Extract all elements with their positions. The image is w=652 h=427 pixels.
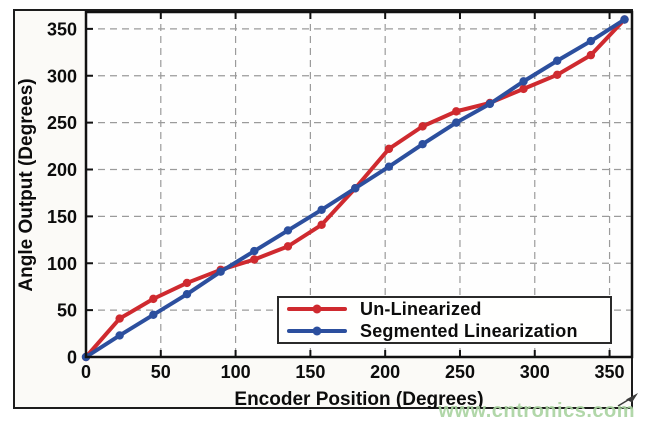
tick-labels: 0 50 100 150 200 250 300 350 0 50 100 150 200 250 300 3…	[47, 19, 625, 382]
svg-text:50: 50	[151, 362, 171, 382]
svg-text:200: 200	[370, 362, 400, 382]
cursor-arrow-icon	[617, 393, 638, 407]
x-axis-label: Encoder Position (Degrees)	[234, 389, 484, 410]
svg-text:0: 0	[67, 348, 77, 368]
watermark: www.cntronics.com	[438, 400, 635, 422]
svg-text:200: 200	[47, 160, 77, 180]
svg-text:250: 250	[445, 362, 475, 382]
legend-swatch-red-line	[287, 304, 347, 314]
gridlines	[86, 12, 632, 357]
svg-text:350: 350	[47, 19, 77, 39]
data-series	[81, 15, 629, 362]
svg-text:100: 100	[47, 254, 77, 274]
svg-text:300: 300	[520, 362, 550, 382]
legend-item-segmented: Segmented Linearization	[279, 320, 610, 342]
svg-text:0: 0	[81, 362, 91, 382]
legend-label-unlinearized: Un-Linearized	[360, 298, 482, 319]
svg-text:250: 250	[47, 113, 77, 133]
plot-frame	[84, 10, 634, 359]
svg-text:350: 350	[595, 362, 625, 382]
y-axis-label: Angle Output (Degrees)	[16, 78, 37, 292]
legend-item-unlinearized: Un-Linearized	[279, 298, 610, 320]
svg-text:50: 50	[57, 301, 77, 321]
svg-text:150: 150	[295, 362, 325, 382]
svg-text:100: 100	[221, 362, 251, 382]
svg-text:300: 300	[47, 66, 77, 86]
legend: Un-Linearized Segmented Linearization	[277, 296, 612, 344]
legend-swatch-blue-line	[287, 326, 347, 336]
axis-ticks	[85, 12, 611, 358]
svg-text:150: 150	[47, 207, 77, 227]
legend-label-segmented: Segmented Linearization	[360, 320, 578, 341]
